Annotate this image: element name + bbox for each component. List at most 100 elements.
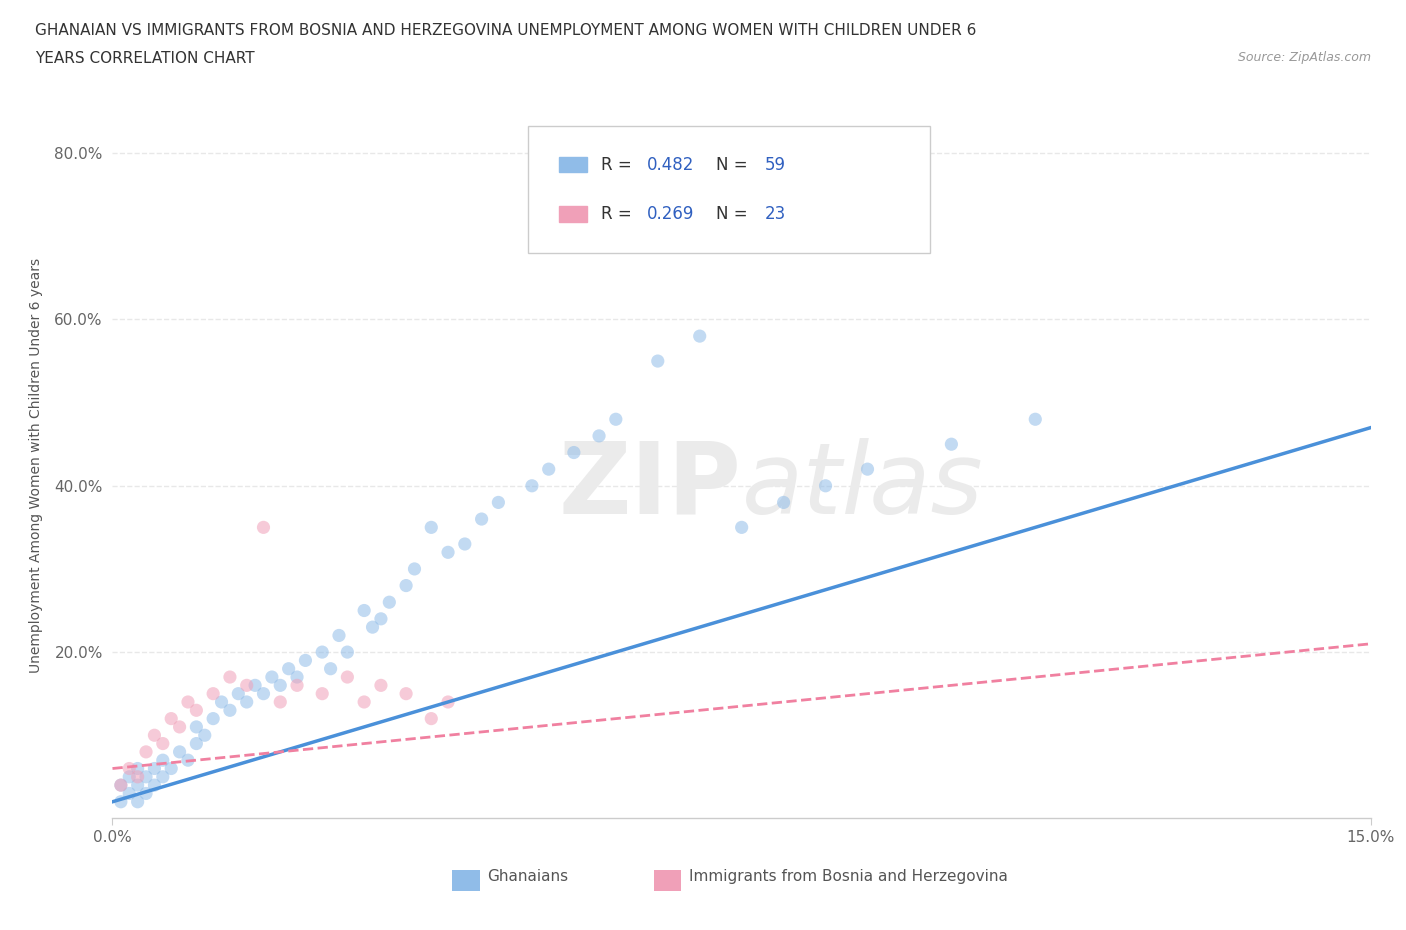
Point xyxy=(260,670,283,684)
Point xyxy=(152,737,174,751)
Point xyxy=(269,695,291,710)
Point xyxy=(143,777,166,792)
Point xyxy=(177,752,200,767)
Point xyxy=(186,720,208,735)
Point xyxy=(135,786,157,801)
Bar xyxy=(654,870,682,891)
Y-axis label: Unemployment Among Women with Children Under 6 years: Unemployment Among Women with Children U… xyxy=(30,258,44,672)
Point xyxy=(194,728,217,743)
Point xyxy=(395,686,418,701)
Point xyxy=(520,478,543,493)
Point xyxy=(118,769,141,784)
Point xyxy=(135,744,157,759)
Text: Immigrants from Bosnia and Herzegovina: Immigrants from Bosnia and Herzegovina xyxy=(689,869,1008,883)
Text: atlas: atlas xyxy=(742,438,983,535)
Point xyxy=(311,644,333,659)
Point xyxy=(285,678,308,693)
Point xyxy=(336,670,359,684)
Point xyxy=(471,512,494,526)
Point xyxy=(395,578,418,593)
Point xyxy=(731,520,754,535)
Point xyxy=(135,769,157,784)
Point xyxy=(127,761,149,776)
Point xyxy=(370,678,392,693)
Point xyxy=(269,678,291,693)
Point xyxy=(647,353,669,368)
Text: R =: R = xyxy=(600,155,637,174)
Point xyxy=(211,695,233,710)
Point xyxy=(127,777,149,792)
Point xyxy=(110,777,132,792)
Bar xyxy=(453,870,479,891)
Point xyxy=(294,653,316,668)
Point xyxy=(437,695,460,710)
Text: N =: N = xyxy=(717,206,754,223)
Point xyxy=(202,711,225,726)
Point xyxy=(772,495,794,510)
Text: YEARS CORRELATION CHART: YEARS CORRELATION CHART xyxy=(35,51,254,66)
Point xyxy=(311,686,333,701)
Point xyxy=(319,661,342,676)
Point xyxy=(378,595,401,610)
Point xyxy=(328,628,350,643)
Text: N =: N = xyxy=(717,155,754,174)
Point xyxy=(186,703,208,718)
Text: GHANAIAN VS IMMIGRANTS FROM BOSNIA AND HERZEGOVINA UNEMPLOYMENT AMONG WOMEN WITH: GHANAIAN VS IMMIGRANTS FROM BOSNIA AND H… xyxy=(35,23,977,38)
Text: Source: ZipAtlas.com: Source: ZipAtlas.com xyxy=(1237,51,1371,64)
Point xyxy=(353,603,375,618)
Point xyxy=(235,695,257,710)
Text: ZIP: ZIP xyxy=(558,438,742,535)
Point xyxy=(370,611,392,626)
Point xyxy=(127,769,149,784)
Point xyxy=(252,686,274,701)
Point xyxy=(152,769,174,784)
Point xyxy=(353,695,375,710)
Point xyxy=(235,678,257,693)
Text: 0.269: 0.269 xyxy=(647,206,695,223)
Point xyxy=(588,429,610,444)
Point xyxy=(537,461,560,476)
Point xyxy=(202,686,225,701)
Point xyxy=(127,794,149,809)
Point xyxy=(856,461,879,476)
Text: 59: 59 xyxy=(765,155,786,174)
Point xyxy=(186,737,208,751)
Point xyxy=(152,752,174,767)
Point xyxy=(160,761,183,776)
Text: R =: R = xyxy=(600,206,637,223)
Point xyxy=(420,711,443,726)
Point xyxy=(814,478,837,493)
Point xyxy=(118,786,141,801)
Point xyxy=(486,495,509,510)
Point xyxy=(1024,412,1046,427)
Point xyxy=(454,537,477,551)
FancyBboxPatch shape xyxy=(527,126,931,253)
Point xyxy=(420,520,443,535)
Point xyxy=(562,445,585,460)
Bar xyxy=(560,206,586,222)
Point xyxy=(143,761,166,776)
Point xyxy=(404,562,426,577)
Point xyxy=(277,661,299,676)
Point xyxy=(252,520,274,535)
Point xyxy=(143,728,166,743)
Point xyxy=(219,703,242,718)
Point xyxy=(219,670,242,684)
Point xyxy=(243,678,266,693)
Text: Ghanaians: Ghanaians xyxy=(488,869,568,883)
Point xyxy=(160,711,183,726)
Point xyxy=(228,686,250,701)
Point xyxy=(177,695,200,710)
Point xyxy=(110,794,132,809)
Point xyxy=(689,328,711,343)
Text: 0.482: 0.482 xyxy=(647,155,695,174)
Point xyxy=(118,761,141,776)
Point xyxy=(437,545,460,560)
Text: 23: 23 xyxy=(765,206,786,223)
Point xyxy=(361,619,384,634)
Point xyxy=(169,720,191,735)
Point xyxy=(169,744,191,759)
Point xyxy=(285,670,308,684)
Point xyxy=(110,777,132,792)
Point xyxy=(941,437,963,452)
